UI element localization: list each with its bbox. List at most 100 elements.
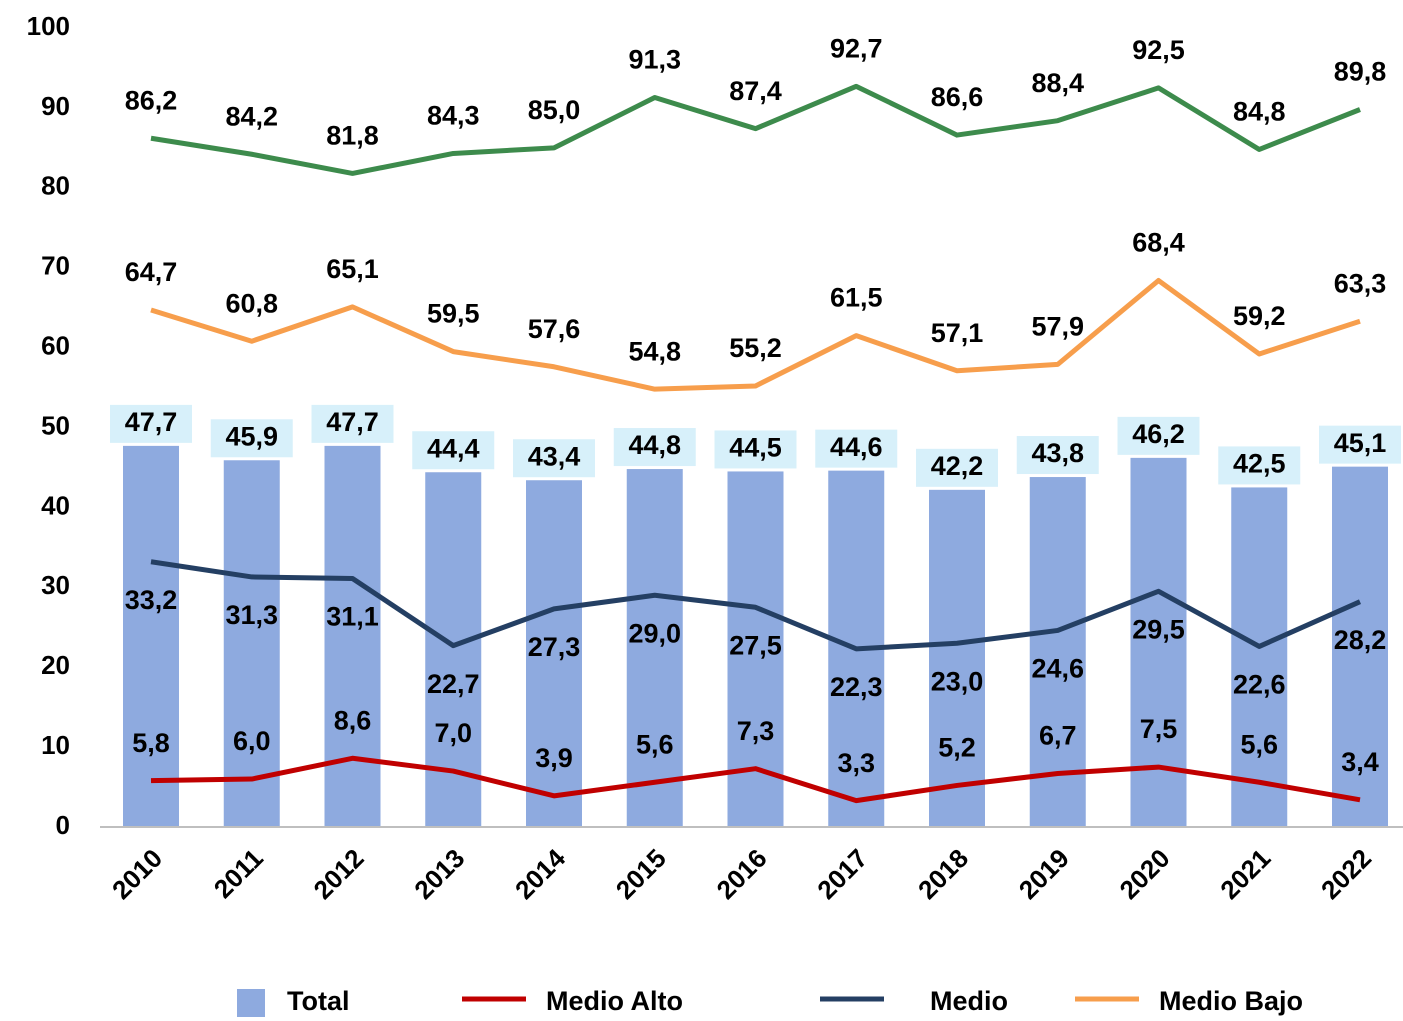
value-label: 43,8 [1031,438,1084,468]
y-tick-label: 80 [41,171,70,201]
value-label: 57,1 [931,318,984,348]
bar [526,480,582,827]
value-label: 86,2 [125,85,178,115]
value-label: 27,3 [528,632,581,662]
value-label: 57,9 [1031,312,1084,342]
value-label: 3,9 [535,743,573,773]
value-label: 3,4 [1341,747,1379,777]
value-label-box [110,404,192,443]
x-tick-label: 2013 [408,843,470,905]
value-label-box [613,428,696,467]
value-label: 84,3 [427,101,480,131]
value-label: 86,6 [931,82,984,112]
value-label: 44,5 [729,433,782,463]
value-label: 7,5 [1140,714,1178,744]
bar [626,469,683,827]
value-label: 85,0 [528,95,581,125]
value-label: 44,6 [830,432,883,462]
value-label-box [513,439,595,478]
value-label-box [311,404,394,443]
legend-label: Medio Alto [546,986,683,1016]
value-label-box [1319,425,1401,464]
value-label-box [815,429,898,468]
value-label: 31,3 [225,600,278,630]
value-label: 31,1 [326,602,379,632]
value-label: 68,4 [1132,228,1185,258]
value-label: 88,4 [1031,68,1084,98]
legend-label: Medio Bajo [1159,986,1303,1016]
value-label: 81,8 [326,121,379,151]
value-label: 43,4 [528,441,581,471]
value-label: 59,5 [427,299,480,329]
value-label: 28,2 [1334,625,1387,655]
value-label: 23,0 [931,666,984,696]
value-label: 59,2 [1233,301,1286,331]
value-label: 6,0 [233,726,271,756]
y-tick-label: 30 [41,570,70,600]
value-label: 7,0 [434,718,472,748]
value-label: 47,7 [326,407,379,437]
value-label: 5,6 [636,729,674,759]
value-label: 84,8 [1233,97,1286,127]
value-label: 5,2 [938,733,976,763]
value-label-box [1117,416,1200,455]
line-series [150,277,1361,392]
x-tick-label: 2011 [208,843,269,904]
value-label: 5,6 [1240,729,1278,759]
x-tick-label: 2010 [106,843,168,905]
value-label: 22,3 [830,672,883,702]
x-tick-label: 2018 [912,843,974,905]
x-tick-label: 2019 [1013,843,1075,905]
bar [929,489,985,827]
value-label-box [210,419,293,458]
value-label: 22,6 [1233,670,1286,700]
value-label: 7,3 [737,716,775,746]
legend-label: Total [287,986,350,1016]
line-series [150,755,1361,804]
x-tick-label: 2012 [307,843,369,905]
y-tick-label: 10 [41,730,70,760]
x-tick-label: 2017 [811,843,873,905]
value-label: 87,4 [729,76,782,106]
value-label: 65,1 [326,254,379,284]
y-tick-label: 60 [41,330,70,360]
y-tick-label: 100 [27,11,70,41]
value-label: 5,8 [132,728,170,758]
y-tick-label: 90 [41,91,70,121]
value-label: 55,2 [729,333,782,363]
legend-swatch [237,989,265,1017]
bar [1029,477,1086,827]
value-label: 84,2 [225,101,278,131]
y-tick-label: 50 [41,410,70,440]
value-label-box [1218,446,1301,485]
value-label: 42,5 [1233,449,1286,479]
bar [223,460,280,827]
value-label: 47,7 [125,407,178,437]
value-label: 6,7 [1039,721,1077,751]
value-label: 54,8 [628,336,681,366]
value-label-box [714,430,797,469]
line-series [150,83,1361,176]
value-label: 42,2 [931,451,984,481]
value-label-box [1016,436,1099,475]
value-label: 29,5 [1132,614,1185,644]
value-label: 27,5 [729,630,782,660]
value-label: 8,6 [334,705,372,735]
value-label: 61,5 [830,283,883,313]
value-label: 45,1 [1334,428,1387,458]
y-tick-label: 70 [41,251,70,281]
x-tick-label: 2015 [610,843,672,905]
value-label: 91,3 [628,45,681,75]
legend-label: Medio [930,986,1008,1016]
value-label: 60,8 [225,288,278,318]
x-tick-label: 2014 [509,843,571,905]
y-tick-label: 20 [41,650,70,680]
value-label: 64,7 [125,257,178,287]
value-label: 57,6 [528,314,581,344]
value-label: 24,6 [1031,654,1084,684]
x-tick-label: 2021 [1214,843,1276,905]
value-label-box [412,431,495,470]
x-tick-label: 2016 [710,843,772,905]
value-label: 92,5 [1132,35,1185,65]
